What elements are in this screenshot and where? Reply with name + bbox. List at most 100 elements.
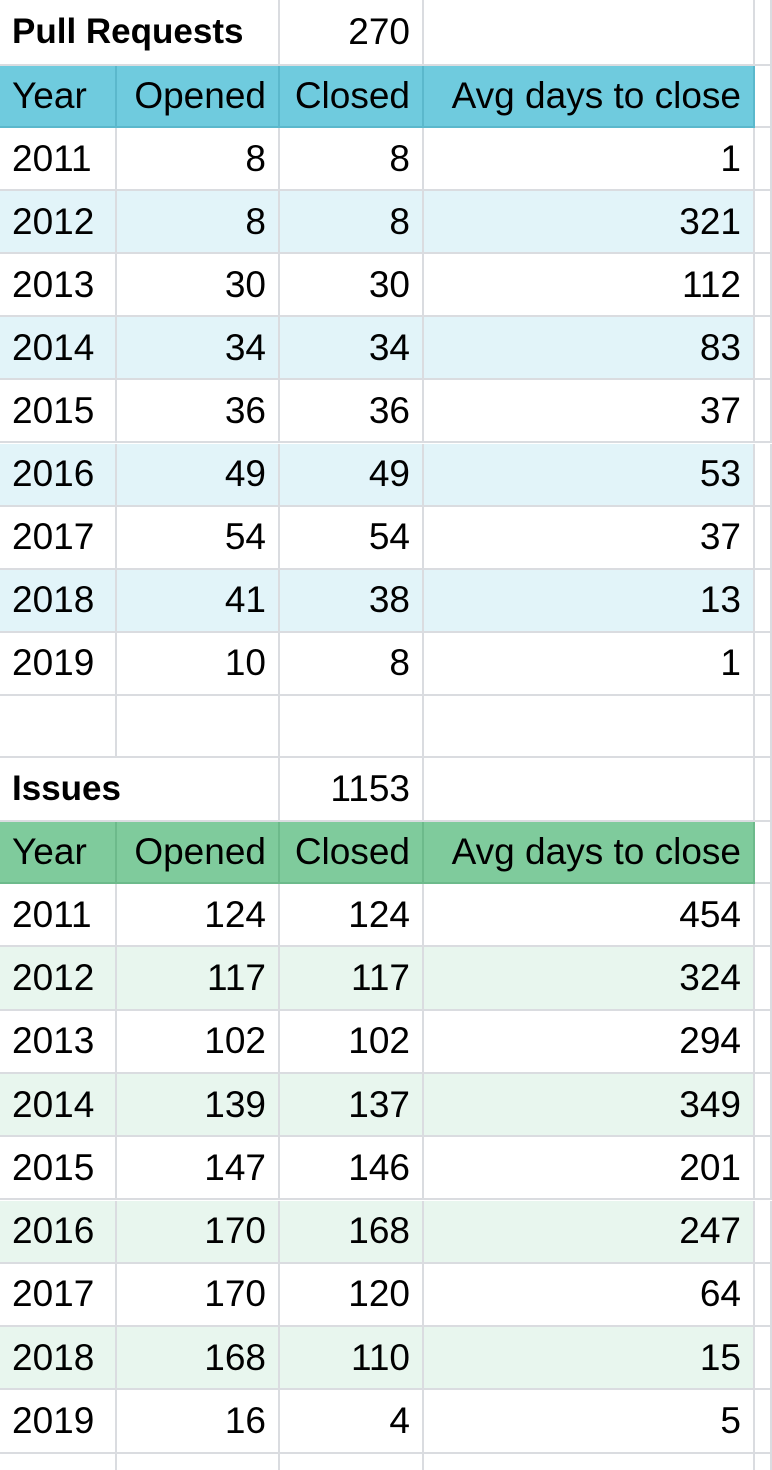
empty-cell[interactable] bbox=[755, 317, 772, 381]
empty-cell[interactable] bbox=[755, 1073, 772, 1138]
pr-header-closed[interactable]: Closed bbox=[280, 66, 424, 128]
avg-days-cell[interactable]: 247 bbox=[424, 1200, 755, 1264]
opened-cell[interactable]: 49 bbox=[117, 443, 280, 507]
closed-cell[interactable]: 54 bbox=[280, 506, 424, 570]
empty-cell[interactable] bbox=[117, 1454, 280, 1470]
empty-cell[interactable] bbox=[755, 569, 772, 633]
empty-cell[interactable] bbox=[755, 1137, 772, 1201]
avg-days-cell[interactable]: 349 bbox=[424, 1073, 755, 1138]
issues-header-closed[interactable]: Closed bbox=[280, 822, 424, 884]
opened-cell[interactable]: 147 bbox=[117, 1137, 280, 1201]
empty-cell[interactable] bbox=[424, 1454, 755, 1470]
closed-cell[interactable]: 8 bbox=[280, 128, 424, 192]
year-cell[interactable]: 2012 bbox=[0, 947, 117, 1011]
year-cell[interactable]: 2011 bbox=[0, 884, 117, 948]
closed-cell[interactable]: 36 bbox=[280, 380, 424, 444]
closed-cell[interactable]: 120 bbox=[280, 1263, 424, 1328]
pr-section-title[interactable]: Pull Requests bbox=[0, 0, 280, 66]
avg-days-cell[interactable]: 15 bbox=[424, 1327, 755, 1391]
avg-days-cell[interactable]: 294 bbox=[424, 1010, 755, 1074]
empty-cell[interactable] bbox=[755, 822, 772, 884]
closed-cell[interactable]: 8 bbox=[280, 632, 424, 696]
year-cell[interactable]: 2016 bbox=[0, 443, 117, 507]
empty-cell[interactable] bbox=[280, 696, 424, 758]
opened-cell[interactable]: 36 bbox=[117, 380, 280, 444]
empty-cell[interactable] bbox=[755, 696, 772, 758]
closed-cell[interactable]: 110 bbox=[280, 1327, 424, 1391]
avg-days-cell[interactable]: 201 bbox=[424, 1137, 755, 1201]
empty-cell[interactable] bbox=[755, 506, 772, 570]
empty-cell[interactable] bbox=[0, 696, 117, 758]
year-cell[interactable]: 2017 bbox=[0, 506, 117, 570]
empty-cell[interactable] bbox=[755, 191, 772, 255]
opened-cell[interactable]: 170 bbox=[117, 1200, 280, 1264]
closed-cell[interactable]: 38 bbox=[280, 569, 424, 633]
avg-days-cell[interactable]: 37 bbox=[424, 380, 755, 444]
closed-cell[interactable]: 124 bbox=[280, 884, 424, 948]
opened-cell[interactable]: 16 bbox=[117, 1390, 280, 1454]
avg-days-cell[interactable]: 83 bbox=[424, 317, 755, 381]
issues-total[interactable]: 1153 bbox=[280, 758, 424, 822]
opened-cell[interactable]: 30 bbox=[117, 254, 280, 318]
empty-cell[interactable] bbox=[755, 632, 772, 696]
opened-cell[interactable]: 54 bbox=[117, 506, 280, 570]
closed-cell[interactable]: 4 bbox=[280, 1390, 424, 1454]
pr-header-opened[interactable]: Opened bbox=[117, 66, 280, 128]
empty-cell[interactable] bbox=[755, 1263, 772, 1328]
empty-cell[interactable] bbox=[755, 1327, 772, 1391]
empty-cell[interactable] bbox=[755, 0, 772, 66]
avg-days-cell[interactable]: 53 bbox=[424, 443, 755, 507]
empty-cell[interactable] bbox=[0, 1454, 117, 1470]
opened-cell[interactable]: 168 bbox=[117, 1327, 280, 1391]
closed-cell[interactable]: 168 bbox=[280, 1200, 424, 1264]
empty-cell[interactable] bbox=[755, 1454, 772, 1470]
pr-header-avg-days[interactable]: Avg days to close bbox=[424, 66, 755, 128]
avg-days-cell[interactable]: 1 bbox=[424, 632, 755, 696]
opened-cell[interactable]: 124 bbox=[117, 884, 280, 948]
year-cell[interactable]: 2019 bbox=[0, 1390, 117, 1454]
opened-cell[interactable]: 170 bbox=[117, 1263, 280, 1328]
opened-cell[interactable]: 8 bbox=[117, 191, 280, 255]
year-cell[interactable]: 2019 bbox=[0, 632, 117, 696]
year-cell[interactable]: 2016 bbox=[0, 1200, 117, 1264]
empty-cell[interactable] bbox=[755, 884, 772, 948]
empty-cell[interactable] bbox=[755, 128, 772, 192]
avg-days-cell[interactable]: 1 bbox=[424, 128, 755, 192]
closed-cell[interactable]: 102 bbox=[280, 1010, 424, 1074]
avg-days-cell[interactable]: 454 bbox=[424, 884, 755, 948]
opened-cell[interactable]: 34 bbox=[117, 317, 280, 381]
empty-cell[interactable] bbox=[755, 1010, 772, 1074]
closed-cell[interactable]: 34 bbox=[280, 317, 424, 381]
issues-header-year[interactable]: Year bbox=[0, 822, 117, 884]
empty-cell[interactable] bbox=[755, 66, 772, 128]
year-cell[interactable]: 2014 bbox=[0, 1073, 117, 1138]
pr-total[interactable]: 270 bbox=[280, 0, 424, 66]
year-cell[interactable]: 2014 bbox=[0, 317, 117, 381]
avg-days-cell[interactable]: 324 bbox=[424, 947, 755, 1011]
empty-cell[interactable] bbox=[755, 947, 772, 1011]
closed-cell[interactable]: 49 bbox=[280, 443, 424, 507]
year-cell[interactable]: 2017 bbox=[0, 1263, 117, 1328]
closed-cell[interactable]: 30 bbox=[280, 254, 424, 318]
year-cell[interactable]: 2011 bbox=[0, 128, 117, 192]
year-cell[interactable]: 2013 bbox=[0, 1010, 117, 1074]
empty-cell[interactable] bbox=[424, 696, 755, 758]
empty-cell[interactable] bbox=[755, 380, 772, 444]
opened-cell[interactable]: 41 bbox=[117, 569, 280, 633]
empty-cell[interactable] bbox=[424, 0, 755, 66]
empty-cell[interactable] bbox=[755, 254, 772, 318]
opened-cell[interactable]: 139 bbox=[117, 1073, 280, 1138]
empty-cell[interactable] bbox=[755, 443, 772, 507]
avg-days-cell[interactable]: 37 bbox=[424, 506, 755, 570]
opened-cell[interactable]: 117 bbox=[117, 947, 280, 1011]
issues-section-title[interactable]: Issues bbox=[0, 758, 280, 822]
year-cell[interactable]: 2013 bbox=[0, 254, 117, 318]
avg-days-cell[interactable]: 321 bbox=[424, 191, 755, 255]
empty-cell[interactable] bbox=[755, 1200, 772, 1264]
pr-header-year[interactable]: Year bbox=[0, 66, 117, 128]
avg-days-cell[interactable]: 13 bbox=[424, 569, 755, 633]
issues-header-opened[interactable]: Opened bbox=[117, 822, 280, 884]
empty-cell[interactable] bbox=[280, 1454, 424, 1470]
empty-cell[interactable] bbox=[755, 758, 772, 822]
empty-cell[interactable] bbox=[755, 1390, 772, 1454]
